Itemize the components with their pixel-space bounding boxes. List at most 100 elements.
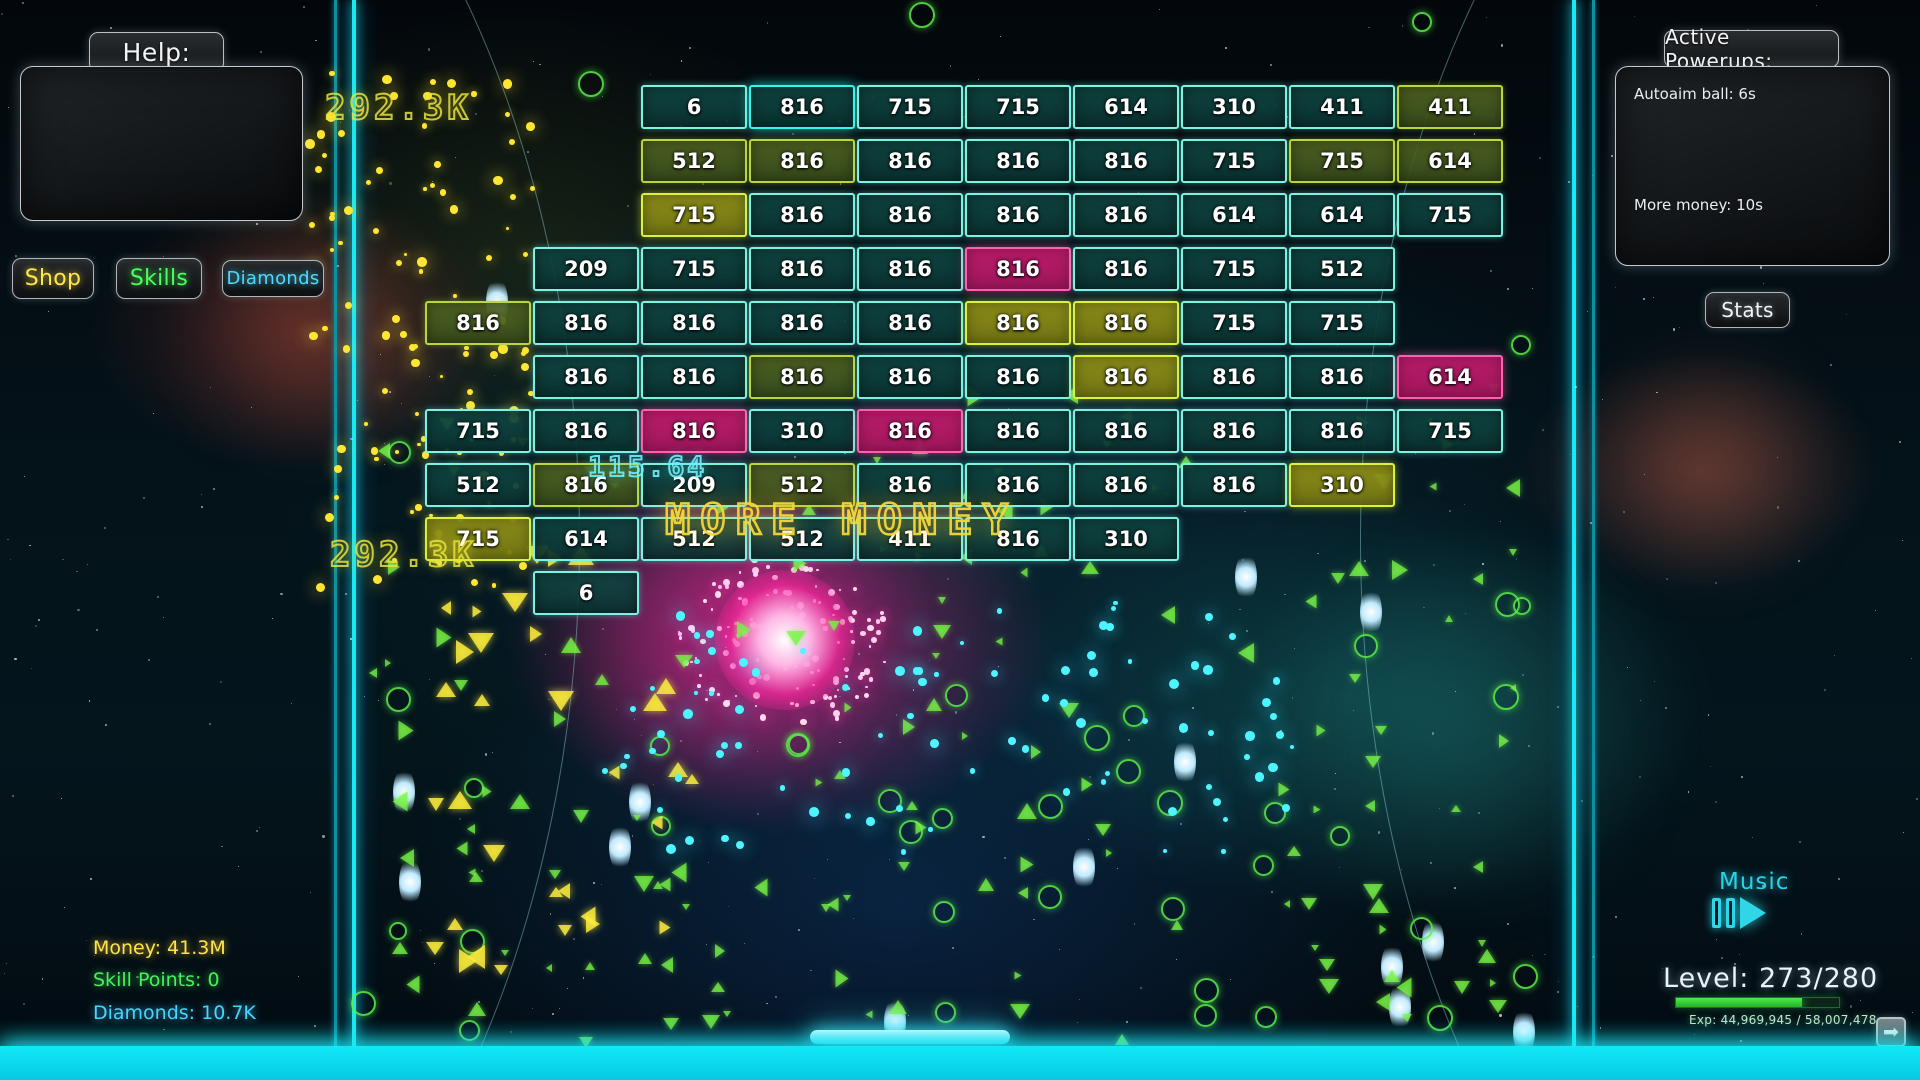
brick[interactable]: 816 (1073, 463, 1179, 507)
brick[interactable]: 512 (749, 517, 855, 561)
brick[interactable]: 715 (641, 247, 747, 291)
brick[interactable]: 512 (425, 463, 531, 507)
brick[interactable]: 411 (1289, 85, 1395, 129)
brick[interactable]: 310 (749, 409, 855, 453)
brick[interactable]: 715 (1181, 139, 1287, 183)
shop-button[interactable]: Shop (12, 258, 94, 299)
paddle[interactable] (810, 1030, 1010, 1044)
brick[interactable]: 512 (749, 463, 855, 507)
brick[interactable]: 411 (857, 517, 963, 561)
magenta-particle (835, 716, 840, 721)
brick[interactable]: 816 (857, 355, 963, 399)
brick[interactable]: 816 (749, 85, 855, 129)
brick[interactable]: 614 (1073, 85, 1179, 129)
brick[interactable]: 816 (857, 409, 963, 453)
exit-icon[interactable]: ➡ (1876, 1017, 1906, 1047)
brick[interactable]: 6 (641, 85, 747, 129)
brick[interactable]: 614 (1397, 139, 1503, 183)
brick[interactable]: 816 (641, 355, 747, 399)
brick[interactable]: 816 (749, 193, 855, 237)
brick[interactable]: 816 (857, 139, 963, 183)
brick[interactable]: 816 (533, 463, 639, 507)
brick[interactable]: 816 (1073, 301, 1179, 345)
brick[interactable]: 816 (1073, 355, 1179, 399)
magenta-particle (820, 618, 826, 624)
brick[interactable]: 411 (1397, 85, 1503, 129)
brick[interactable]: 310 (1073, 517, 1179, 561)
brick[interactable]: 816 (533, 301, 639, 345)
brick[interactable]: 614 (1289, 193, 1395, 237)
brick[interactable]: 6 (533, 571, 639, 615)
brick[interactable]: 816 (857, 463, 963, 507)
brick[interactable]: 209 (533, 247, 639, 291)
magenta-particle (823, 626, 828, 631)
brick[interactable]: 816 (857, 247, 963, 291)
brick[interactable]: 816 (965, 355, 1071, 399)
brick[interactable]: 816 (1073, 247, 1179, 291)
brick[interactable]: 816 (1289, 409, 1395, 453)
brick[interactable]: 816 (965, 193, 1071, 237)
brick[interactable]: 816 (857, 193, 963, 237)
brick[interactable]: 209 (641, 463, 747, 507)
brick[interactable]: 614 (533, 517, 639, 561)
brick[interactable]: 816 (857, 301, 963, 345)
star (63, 907, 66, 909)
brick[interactable]: 816 (533, 409, 639, 453)
brick[interactable]: 816 (1181, 409, 1287, 453)
brick[interactable]: 816 (1073, 193, 1179, 237)
music-toggle-button[interactable] (1712, 897, 1766, 929)
brick[interactable]: 816 (965, 139, 1071, 183)
brick[interactable]: 816 (1181, 463, 1287, 507)
play-arrow-icon[interactable] (1740, 897, 1766, 929)
brick[interactable]: 715 (1289, 139, 1395, 183)
brick[interactable]: 816 (965, 301, 1071, 345)
brick[interactable]: 816 (641, 301, 747, 345)
brick[interactable]: 816 (965, 463, 1071, 507)
brick[interactable]: 614 (1397, 355, 1503, 399)
brick[interactable]: 614 (1181, 193, 1287, 237)
brick[interactable]: 715 (1181, 247, 1287, 291)
brick[interactable]: 512 (641, 517, 747, 561)
brick[interactable]: 816 (425, 301, 531, 345)
brick[interactable]: 816 (1073, 139, 1179, 183)
magenta-particle (836, 688, 839, 691)
star (1225, 47, 1227, 49)
brick[interactable]: 816 (749, 301, 855, 345)
brick[interactable]: 816 (641, 409, 747, 453)
brick[interactable]: 310 (1289, 463, 1395, 507)
brick[interactable]: 512 (1289, 247, 1395, 291)
stats-button[interactable]: Stats (1705, 292, 1790, 328)
brick[interactable]: 816 (1073, 409, 1179, 453)
pause-bar-right-icon[interactable] (1726, 898, 1735, 928)
brick[interactable]: 816 (749, 139, 855, 183)
brick[interactable]: 715 (641, 193, 747, 237)
brick[interactable]: 816 (533, 355, 639, 399)
skills-button[interactable]: Skills (116, 258, 202, 299)
brick[interactable]: 715 (425, 409, 531, 453)
brick[interactable]: 816 (965, 517, 1071, 561)
brick[interactable]: 715 (425, 517, 531, 561)
brick[interactable]: 816 (1289, 355, 1395, 399)
star (280, 593, 283, 596)
brick[interactable]: 715 (1397, 409, 1503, 453)
green-triangle (387, 558, 400, 575)
brick[interactable]: 816 (965, 409, 1071, 453)
brick[interactable]: 715 (1289, 301, 1395, 345)
magenta-particle (698, 673, 702, 678)
brick[interactable]: 512 (641, 139, 747, 183)
pause-bar-left-icon[interactable] (1712, 898, 1721, 928)
magenta-particle (863, 668, 871, 676)
brick[interactable]: 816 (749, 355, 855, 399)
brick[interactable]: 310 (1181, 85, 1287, 129)
yellow-triangle (441, 601, 452, 616)
diamonds-button[interactable]: Diamonds (222, 260, 324, 297)
brick[interactable]: 816 (965, 247, 1071, 291)
brick[interactable]: 816 (1181, 355, 1287, 399)
brick[interactable]: 715 (965, 85, 1071, 129)
brick[interactable]: 715 (1397, 193, 1503, 237)
cyan-dot (675, 611, 686, 621)
green-ring (1038, 885, 1062, 909)
brick[interactable]: 816 (749, 247, 855, 291)
brick[interactable]: 715 (857, 85, 963, 129)
brick[interactable]: 715 (1181, 301, 1287, 345)
